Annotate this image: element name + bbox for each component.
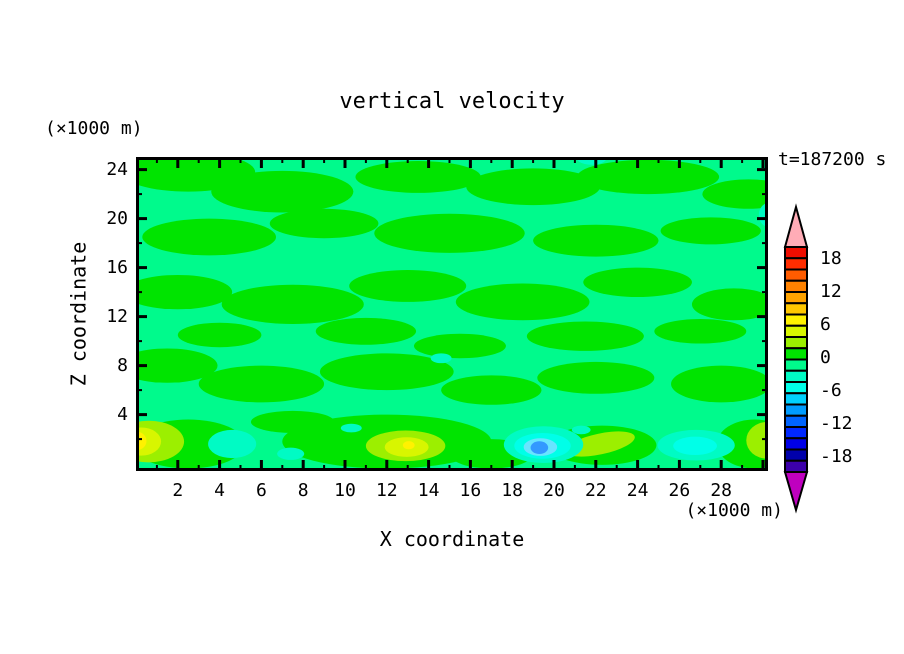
y-tick-label: 16 (106, 256, 128, 278)
x-tick-label: 20 (543, 480, 565, 501)
contour-blob (136, 348, 218, 383)
colorbar-box (784, 381, 808, 395)
plot-frame (136, 157, 768, 471)
y-tick-label: 20 (106, 207, 128, 229)
plot-title: vertical velocity (339, 89, 565, 114)
contour-blob (340, 423, 362, 433)
colorbar-box (784, 392, 808, 406)
contour-blob (221, 284, 364, 324)
contour-blob (250, 410, 335, 433)
contour-blob (660, 217, 761, 245)
contour-blob (198, 365, 325, 403)
x-tick-label: 28 (710, 480, 733, 501)
contour-blob (277, 447, 305, 460)
colorbar-under-arrow (783, 471, 809, 514)
x-tick-label: 8 (297, 480, 309, 501)
contour-blob (466, 168, 600, 206)
contour-blob (177, 322, 262, 348)
colorbar-box (784, 324, 808, 338)
contour-blob (374, 213, 525, 253)
contour-blob (576, 159, 720, 195)
colorbar-box (784, 414, 808, 428)
contour-blob (402, 441, 415, 450)
x-tick-label: 22 (584, 480, 607, 501)
colorbar-box (784, 358, 808, 372)
y-tick-label: 24 (106, 158, 128, 180)
x-tick-label: 4 (214, 480, 226, 501)
colorbar-box (784, 268, 808, 282)
contour-blob (583, 267, 692, 297)
colorbar-tick-label: 12 (820, 281, 842, 302)
contour-blob (565, 431, 635, 457)
x-tick-label: 26 (668, 480, 691, 501)
colorbar (783, 203, 809, 514)
colorbar-box (784, 437, 808, 451)
contour-blob (673, 436, 718, 456)
contour-blob (746, 421, 768, 459)
colorbar-box (784, 313, 808, 327)
contour-blob (269, 208, 379, 239)
colorbar-box (784, 302, 808, 316)
y-tick-label: 4 (117, 403, 128, 425)
x-axis-title: X coordinate (379, 527, 525, 551)
contour-blob (208, 429, 257, 459)
time-annotation: t=187200 s (778, 149, 887, 170)
contour-blob (654, 319, 747, 344)
contour-blob (413, 333, 506, 359)
colorbar-box (784, 291, 808, 305)
contour-blob (530, 441, 549, 455)
contour-field (136, 157, 768, 471)
x-tick-label: 12 (375, 480, 398, 501)
y-tick-label: 12 (106, 305, 128, 327)
x-axis-units-label: (×1000 m) (685, 500, 783, 521)
contour-blob (355, 161, 481, 193)
contour-blob (319, 353, 454, 391)
contour-blob (142, 218, 277, 256)
contour-blob (315, 317, 417, 345)
y-tick-label: 8 (117, 354, 128, 376)
contour-blob (691, 288, 768, 321)
colorbar-box (784, 257, 808, 271)
colorbar-box (784, 426, 808, 440)
x-tick-label: 14 (417, 480, 440, 501)
colorbar-box (784, 336, 808, 350)
colorbar-tick-label: -12 (820, 413, 853, 434)
colorbar-tick-label: 18 (820, 248, 842, 269)
contour-blob (571, 425, 591, 435)
x-tick-label: 6 (255, 480, 267, 501)
colorbar-tick-label: -18 (820, 446, 853, 467)
contour-blob (430, 353, 452, 364)
contour-blob (671, 365, 768, 403)
contour-blob (533, 224, 659, 257)
x-tick-label: 10 (334, 480, 356, 501)
colorbar-tick-label: -6 (820, 380, 842, 401)
contour-blob (441, 375, 542, 405)
contour-blob (349, 270, 467, 302)
contour-blob (136, 274, 233, 310)
colorbar-box (784, 246, 808, 260)
contour-blob (455, 283, 590, 321)
colorbar-box (784, 459, 808, 473)
colorbar-box (784, 448, 808, 462)
contour-blob (702, 179, 768, 209)
x-tick-label: 24 (626, 480, 649, 501)
contour-blob (537, 361, 655, 394)
colorbar-tick-label: 6 (820, 314, 831, 335)
x-tick-label: 18 (501, 480, 524, 501)
colorbar-box (784, 279, 808, 293)
colorbar-box (784, 347, 808, 361)
colorbar-over-arrow (783, 203, 809, 248)
colorbar-box (784, 369, 808, 383)
contour-blob (526, 321, 644, 351)
x-tick-label: 16 (459, 480, 482, 501)
contour-plot (136, 157, 768, 471)
colorbar-box (784, 403, 808, 417)
y-axis-units-label: (×1000 m) (45, 118, 143, 139)
colorbar-tick-label: 0 (820, 347, 831, 368)
contour-blob (211, 170, 354, 213)
x-tick-label: 2 (172, 480, 184, 501)
